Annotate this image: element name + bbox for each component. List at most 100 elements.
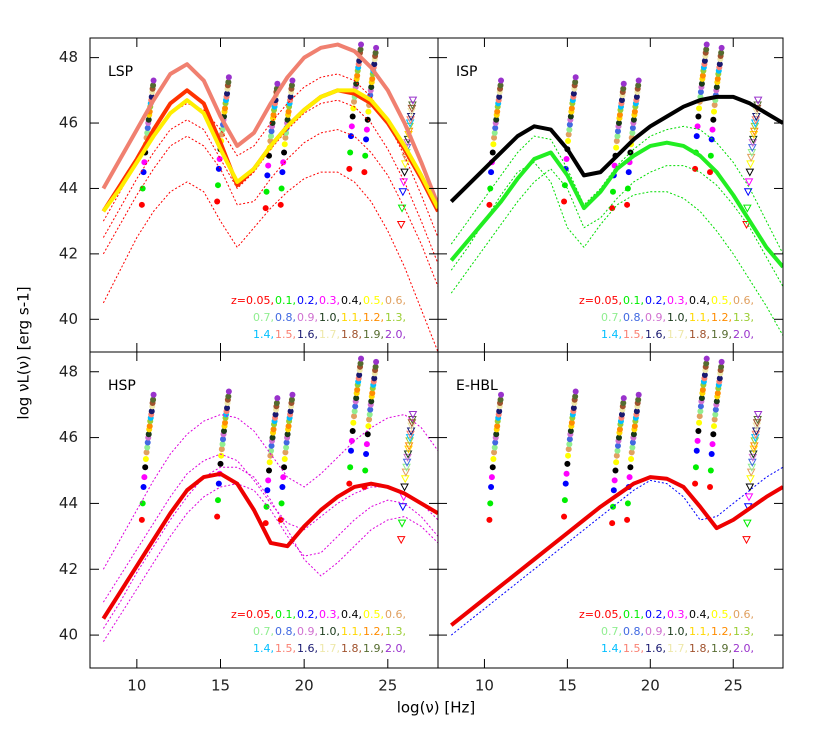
- source-point: [630, 431, 637, 438]
- upper-limit: [743, 204, 752, 213]
- source-point: [488, 483, 495, 490]
- legend-entry: 0.7,: [601, 311, 622, 324]
- panel: [101, 355, 438, 642]
- x-tick-label: 20: [641, 677, 660, 695]
- x-axis-label: log(ν) [Hz]: [397, 699, 476, 717]
- x-tick-label: 15: [558, 677, 577, 695]
- upper-limit: [398, 503, 408, 512]
- upper-limit: [751, 430, 761, 439]
- legend-entry: 0.3,: [319, 608, 340, 621]
- legend-entry: 2.0,: [385, 328, 406, 341]
- source-point: [221, 428, 228, 434]
- legend-entry: 1.2,: [363, 625, 384, 638]
- source-point: [718, 363, 725, 370]
- upper-limit: [396, 220, 406, 229]
- upper-limit: [400, 483, 409, 492]
- upper-limit: [396, 536, 406, 545]
- source-point: [486, 201, 493, 208]
- source-point: [493, 116, 500, 123]
- source-point: [572, 393, 579, 400]
- panel: [101, 41, 438, 352]
- legend-entry: 0.9,: [645, 311, 666, 324]
- source-point: [609, 188, 616, 195]
- source-point: [262, 205, 269, 212]
- source-point: [626, 474, 633, 481]
- source-point: [267, 452, 274, 459]
- source-point: [570, 90, 577, 97]
- source-point: [281, 149, 288, 156]
- panel-label: E-HBL: [456, 378, 498, 394]
- legend-entry: 0.2,: [297, 608, 318, 621]
- legend-entry: 1.9,: [363, 642, 384, 655]
- upper-limit: [753, 411, 763, 420]
- source-point: [288, 82, 295, 89]
- upper-limit: [746, 475, 755, 484]
- source-point: [268, 442, 275, 449]
- legend-entry: 1.8,: [689, 328, 710, 341]
- source-point: [696, 419, 703, 426]
- source-point: [365, 108, 372, 115]
- source-point: [718, 44, 725, 51]
- source-point: [487, 500, 494, 507]
- source-point: [711, 423, 717, 430]
- source-point: [222, 419, 229, 426]
- source-point: [718, 358, 725, 365]
- upper-limit: [749, 445, 759, 454]
- legend-entry: 1.6,: [297, 642, 318, 655]
- source-point: [613, 138, 620, 145]
- source-point: [697, 403, 704, 410]
- legend-entry: 1.5,: [275, 642, 296, 655]
- source-point: [354, 72, 361, 79]
- source-point: [497, 82, 504, 89]
- source-point: [697, 88, 704, 95]
- y-tick-label: 40: [59, 626, 78, 644]
- sed-curve: [102, 129, 438, 287]
- source-point: [371, 61, 378, 68]
- source-point: [609, 520, 616, 527]
- legend-entry: 0.6,: [385, 294, 406, 307]
- source-point: [707, 152, 714, 159]
- panel: [450, 355, 783, 636]
- source-point: [225, 388, 232, 395]
- source-point: [349, 428, 356, 434]
- upper-limit: [408, 411, 418, 420]
- source-point: [708, 136, 715, 143]
- source-point: [218, 446, 225, 453]
- source-point: [633, 93, 640, 100]
- source-point: [353, 395, 360, 402]
- legend-entry: 1.9,: [363, 328, 384, 341]
- source-point: [709, 126, 716, 133]
- sed-curve: [101, 88, 438, 213]
- source-point: [148, 408, 155, 415]
- upper-limit: [745, 483, 755, 492]
- legend-entry: 0.2,: [297, 294, 318, 307]
- source-point: [564, 460, 571, 467]
- y-axis-label: log νL(ν) [erg s-1]: [15, 286, 33, 419]
- upper-limit: [743, 188, 753, 197]
- source-point: [493, 431, 500, 438]
- y-tick-label: 42: [59, 560, 78, 578]
- source-point: [144, 444, 151, 451]
- source-point: [566, 121, 573, 128]
- source-point: [566, 441, 573, 448]
- upper-limit: [749, 130, 759, 140]
- sed-curve: [450, 475, 783, 627]
- source-point: [281, 141, 288, 148]
- source-point: [629, 124, 636, 131]
- upper-limit: [748, 453, 758, 462]
- legend-entry: 0.4,: [689, 294, 710, 307]
- panel-label: HSP: [108, 378, 136, 394]
- source-point: [369, 75, 376, 82]
- legend-entry: 0.8,: [623, 311, 644, 324]
- source-point: [695, 113, 702, 120]
- source-point: [225, 393, 232, 400]
- source-point: [565, 446, 572, 453]
- source-point: [262, 520, 269, 527]
- legend-entry: 0.4,: [689, 608, 710, 621]
- legend-entry: 0.3,: [667, 608, 688, 621]
- sed-curve: [102, 414, 438, 570]
- source-point: [282, 134, 289, 141]
- legend-entry: 1.3,: [733, 625, 754, 638]
- source-point: [627, 464, 634, 471]
- source-point: [139, 500, 146, 507]
